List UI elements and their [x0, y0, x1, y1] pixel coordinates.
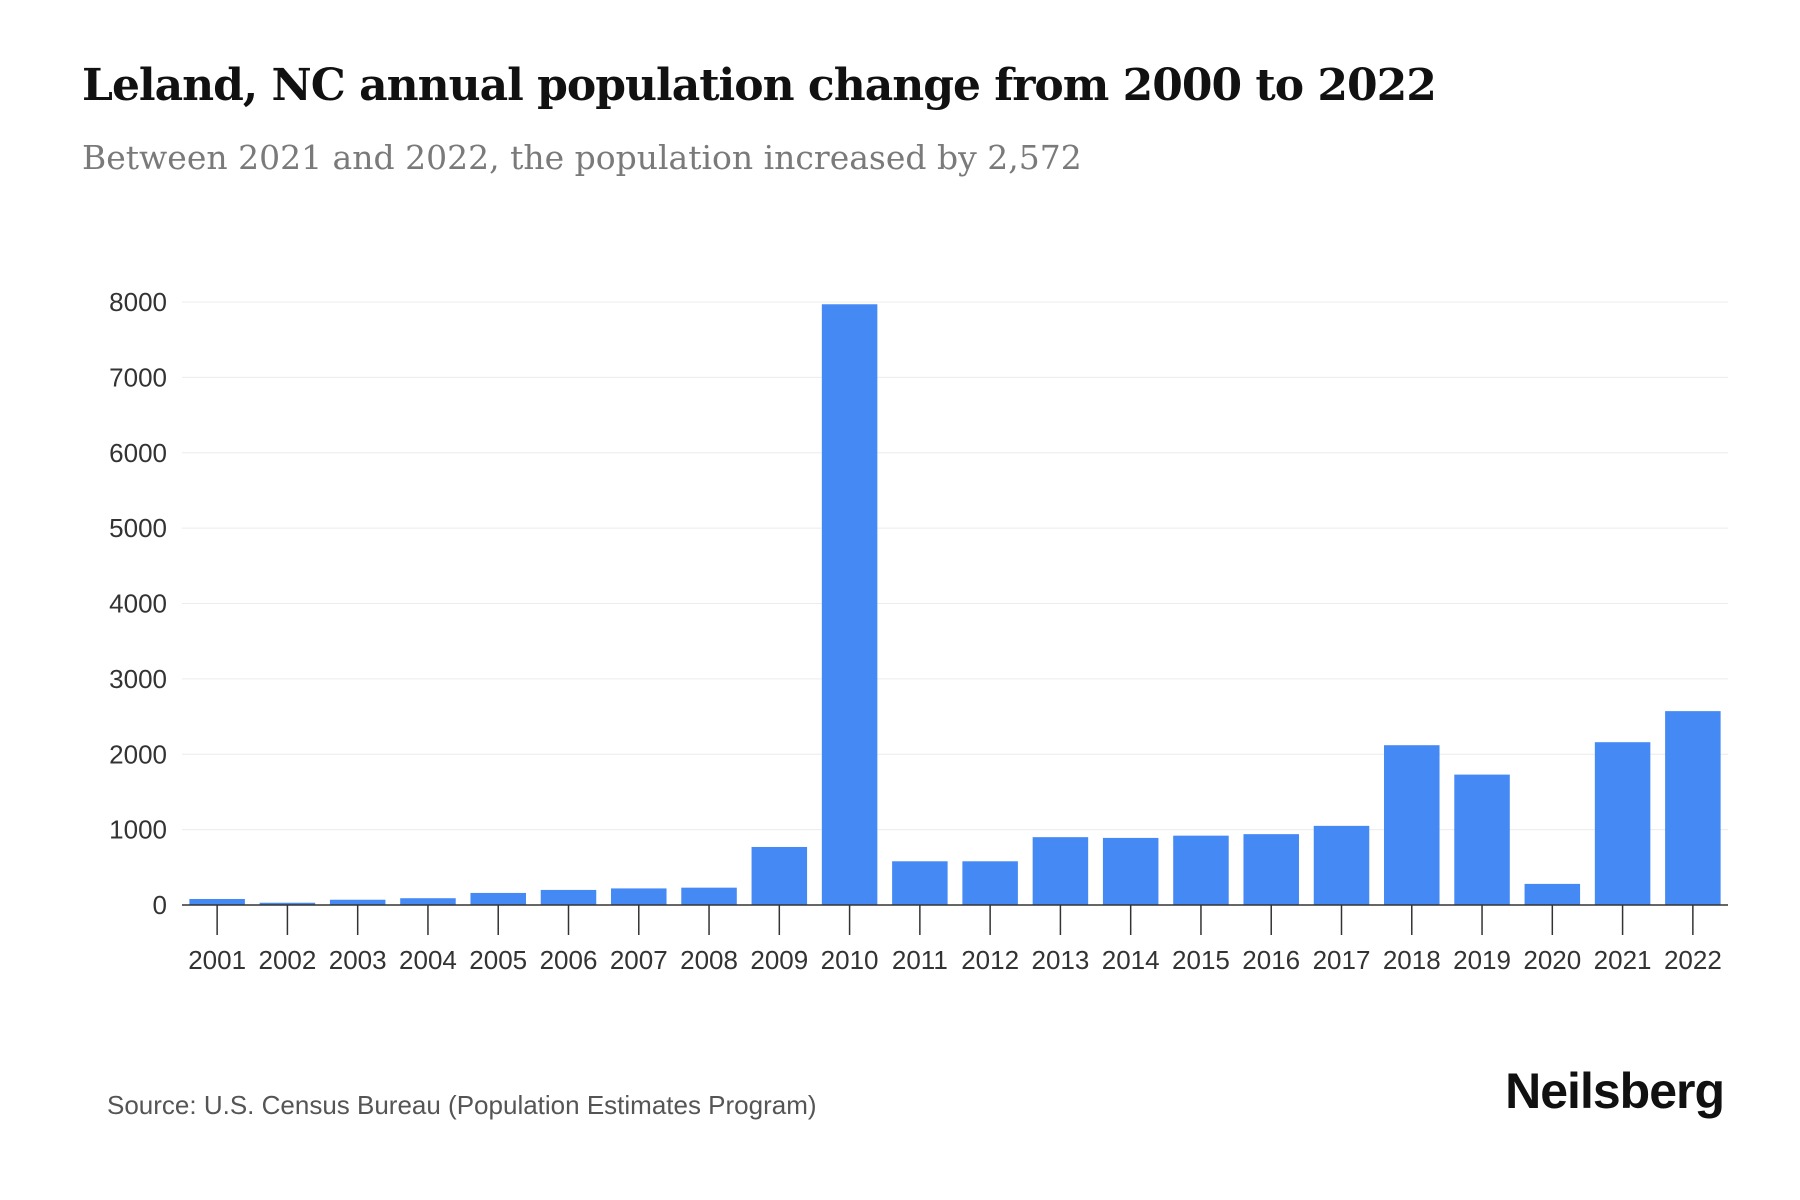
x-tick-label-2018: 2018	[1383, 945, 1441, 975]
bar-2020	[1524, 883, 1581, 905]
source-note: Source: U.S. Census Bureau (Population E…	[107, 1090, 817, 1120]
bar-2001	[189, 898, 245, 905]
x-tick-label-2014: 2014	[1102, 945, 1160, 975]
y-tick-label-0: 0	[153, 890, 167, 920]
y-tick-label-1000: 1000	[109, 815, 167, 845]
y-axis-ticks: 0 1000 2000 3000 4000 5000 6000 7000 8000	[109, 287, 167, 920]
bar-2016	[1243, 834, 1299, 905]
x-tick-label-2001: 2001	[188, 945, 246, 975]
bar-2011	[892, 861, 948, 905]
x-tick-label-2019: 2019	[1453, 945, 1511, 975]
y-tick-label-6000: 6000	[109, 438, 167, 468]
x-tick-label-2006: 2006	[540, 945, 598, 975]
x-tick-label-2022: 2022	[1664, 945, 1722, 975]
x-tick-label-2007: 2007	[610, 945, 668, 975]
x-tick-label-2002: 2002	[258, 945, 316, 975]
x-tick-label-2011: 2011	[892, 945, 948, 975]
bar-2015	[1173, 835, 1229, 905]
x-tick-label-2010: 2010	[821, 945, 879, 975]
x-tick-label-2020: 2020	[1523, 945, 1581, 975]
y-tick-label-4000: 4000	[109, 589, 167, 619]
chart-subtitle: Between 2021 and 2022, the population in…	[82, 138, 1082, 177]
bar-2007	[611, 888, 667, 905]
x-tick-label-2003: 2003	[329, 945, 387, 975]
y-tick-label-5000: 5000	[109, 513, 167, 543]
brand-logo: Neilsberg	[1505, 1063, 1725, 1119]
x-tick-label-2004: 2004	[399, 945, 457, 975]
bars	[189, 304, 1721, 906]
bar-2003	[329, 899, 386, 905]
bar-2013	[1032, 837, 1089, 905]
bar-2022	[1665, 711, 1721, 905]
x-tick-label-2017: 2017	[1313, 945, 1371, 975]
x-tick-label-2016: 2016	[1242, 945, 1300, 975]
chart-title: Leland, NC annual population change from…	[82, 60, 1437, 111]
y-tick-label-3000: 3000	[109, 664, 167, 694]
y-tick-label-7000: 7000	[109, 362, 167, 392]
bar-2012	[962, 861, 1018, 905]
x-tick-label-2021: 2021	[1594, 945, 1652, 975]
x-tick-label-2008: 2008	[680, 945, 738, 975]
bar-2017	[1313, 825, 1370, 905]
bar-2008	[681, 887, 737, 905]
bar-2014	[1102, 837, 1159, 905]
y-tick-label-8000: 8000	[109, 287, 167, 317]
x-tick-label-2013: 2013	[1031, 945, 1089, 975]
x-axis-ticks: 2001 2002 2003 2004 2005 2006 2007 2008 2009 2010…	[188, 905, 1722, 975]
gridlines	[182, 301, 1728, 831]
x-tick-label-2015: 2015	[1172, 945, 1230, 975]
x-tick-label-2012: 2012	[961, 945, 1019, 975]
y-tick-label-2000: 2000	[109, 739, 167, 769]
bar-2002	[259, 902, 316, 905]
bar-2006	[540, 889, 597, 905]
bar-2010	[821, 304, 878, 906]
bar-2004	[400, 898, 456, 905]
x-tick-label-2005: 2005	[469, 945, 527, 975]
bar-2018	[1384, 745, 1440, 905]
bar-2021	[1594, 742, 1651, 905]
bar-2005	[470, 892, 526, 905]
bar-2019	[1454, 774, 1510, 905]
bar-2009	[751, 846, 808, 905]
x-tick-label-2009: 2009	[750, 945, 808, 975]
